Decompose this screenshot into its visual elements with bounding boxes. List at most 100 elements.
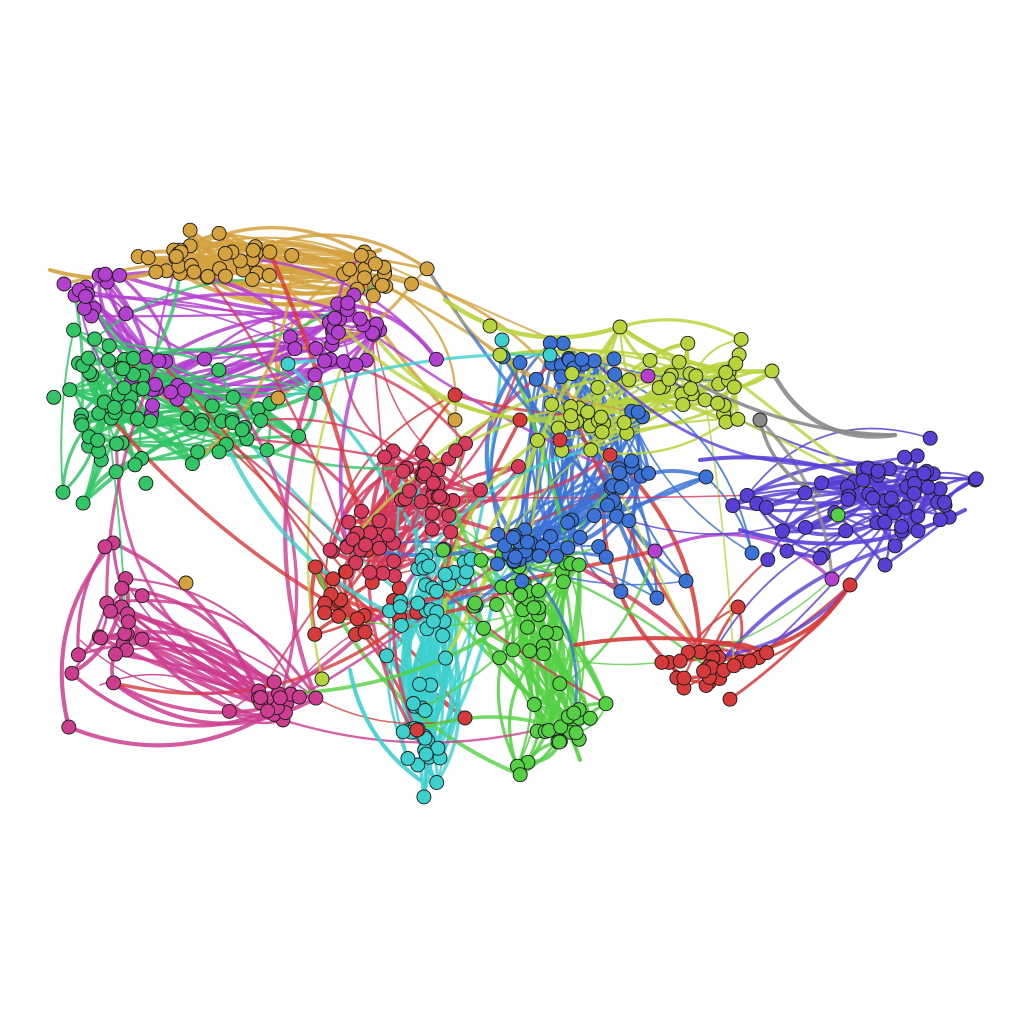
graph-node-crimson [353,503,369,519]
graph-edge [93,278,254,341]
graph-node-red [447,387,463,403]
graph-node-cyan [400,751,416,766]
graph-node-lime [539,625,554,640]
graph-node-orange [284,247,300,263]
graph-node-violet [779,543,795,559]
graph-node-blue [598,549,614,565]
graph-edge [124,577,301,699]
graph-edge [125,647,260,692]
graph-node-orange [245,242,261,258]
graph-node-lime [473,552,489,568]
graph-node-red [676,670,692,686]
graph-node-lime [512,767,528,783]
graph-node-green [307,385,323,401]
graph-edge [245,437,427,467]
graph-node-cyan [392,599,408,615]
graph-node-pink [103,603,118,619]
graph-node-orange [140,250,156,266]
graph-edge [500,553,721,680]
graph-node-orange [217,246,233,261]
graph-edge [206,275,349,549]
graph-node-magenta [640,368,656,384]
graph-edge [711,511,896,660]
graph-node-lime [522,643,538,659]
graph-node-violet [916,465,932,481]
graph-node-violet [814,475,829,491]
graph-edge [698,383,897,437]
graph-edge [698,455,902,497]
graph-node-green [106,399,122,415]
graph-node-blue [744,545,760,561]
graph-edge [105,280,206,361]
graph-node-violet [760,552,776,568]
graph-node-orange [262,244,278,260]
graph-node-blue [612,465,627,481]
graph-node-green [101,338,117,354]
graph-node-violet [920,479,936,495]
graph-node-red [349,611,365,627]
graph-node-violet [855,472,871,488]
graph-node-cyan [421,558,437,574]
graph-edge [332,316,579,424]
graph-node-blue [600,497,615,513]
graph-node-cyan [430,740,446,756]
graph-node-violet [739,487,755,503]
graph-node-green [62,382,78,398]
graph-node-blue [490,526,506,542]
graph-node-green [75,495,91,511]
graph-edge [437,361,522,498]
graph-node-violet [968,471,984,487]
graph-edge [125,611,263,705]
graph-node-yellow-green [710,395,726,411]
graph-node-red [317,605,333,621]
graph-node-orange [200,269,216,284]
graph-node-pink [291,689,307,705]
graph-node-pink [308,690,324,706]
graph-node-cyan [412,676,428,692]
graph-node-violet [870,463,886,479]
graph-node-blue [555,335,571,351]
graph-node-yellow-green [764,363,780,379]
graph-node-blue [514,573,530,589]
graph-node-gray [752,412,768,428]
graph-node-green [142,413,158,429]
graph-node-green [55,484,71,500]
graph-node-pink [134,588,150,604]
graph-node-cyan [494,332,510,348]
graph-edge [348,668,422,782]
graph-node-magenta [151,353,167,369]
graph-node-yellow-green [563,408,579,424]
graph-node-violet [937,494,952,510]
graph-node-violet [797,485,813,501]
graph-node-lime [520,619,535,635]
graph-node-lime [598,696,614,712]
graph-edge [363,251,390,537]
graph-node-blue [613,584,629,600]
graph-node-cyan [379,648,395,664]
graph-node-red [338,564,354,580]
graph-node-magenta [308,341,324,356]
graph-node-green [179,411,195,426]
graph-node-yellow-green [718,365,734,380]
graph-node-blue [574,351,590,367]
graph-node-cyan [542,347,558,363]
graph-node-green [211,444,227,460]
graph-node-blue [613,479,629,495]
graph-node-violet [877,557,893,573]
graph-edge [421,626,529,710]
graph-node-pink [260,703,276,719]
graph-node-orange [365,288,381,304]
graph-node-crimson [441,508,457,523]
graph-node-violet [922,430,938,446]
graph-node-violet [725,498,741,514]
graph-node-crimson [362,564,378,580]
graph-node-green [46,389,62,405]
graph-edge [489,341,552,556]
graph-node-cyan [393,617,409,633]
graph-node-lime [492,650,508,666]
graph-node-magenta [647,543,663,559]
graph-node-green [225,389,241,405]
graph-node-orange [404,276,419,292]
graph-node-yellow-green [621,372,637,388]
graph-edge [757,472,925,659]
